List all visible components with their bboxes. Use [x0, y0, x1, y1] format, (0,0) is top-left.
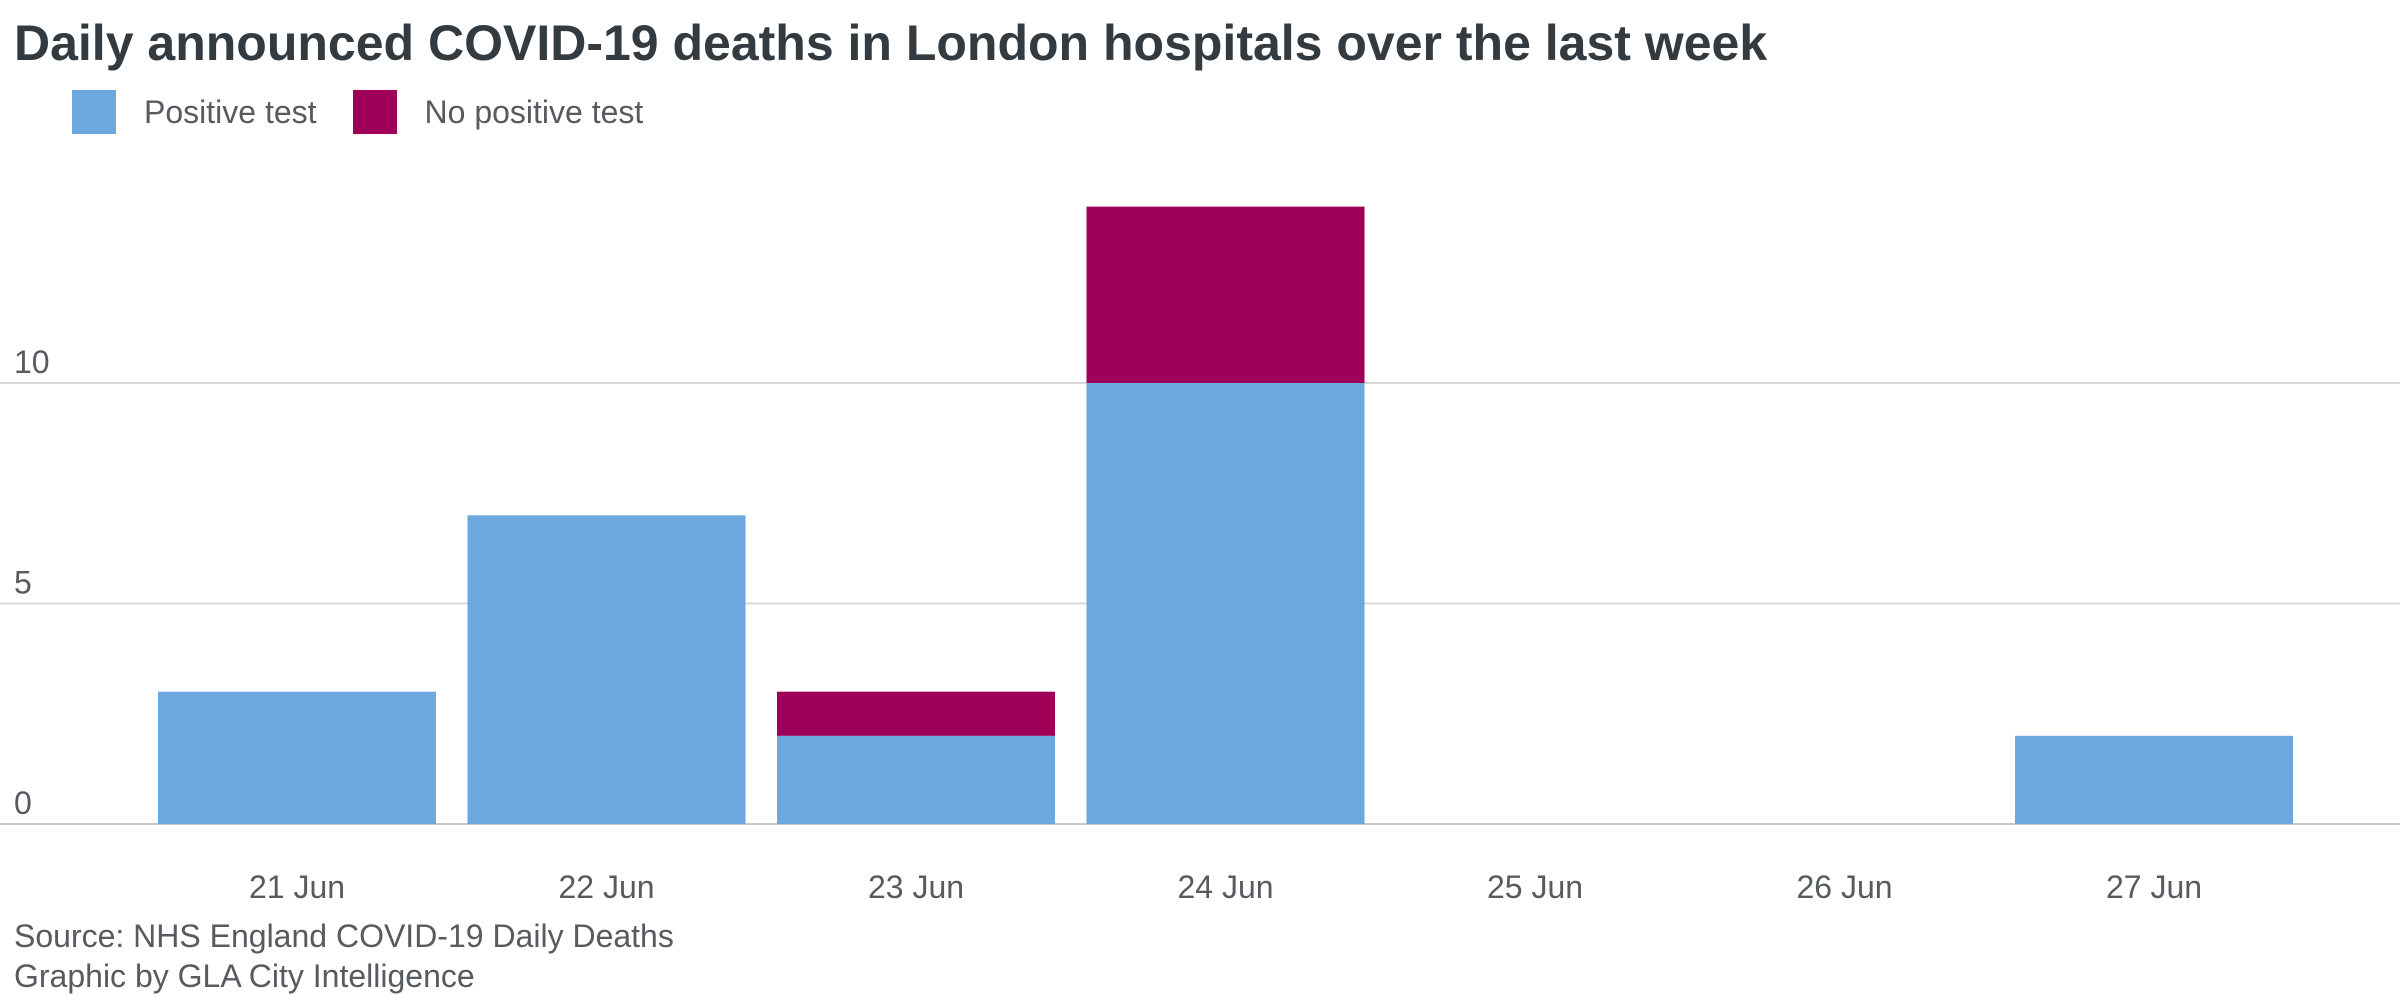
x-tick-label-6: 27 Jun	[2106, 869, 2202, 905]
x-tick-label-4: 25 Jun	[1487, 869, 1583, 905]
y-tick-label-10: 10	[14, 344, 50, 380]
bar-positive-test-3	[1086, 383, 1365, 824]
y-tick-label-0: 0	[14, 785, 32, 821]
bar-positive-test-1	[467, 515, 746, 824]
source-note: Source: NHS England COVID-19 Daily Death…	[14, 918, 674, 954]
legend-label-positive-test: Positive test	[144, 93, 317, 130]
legend-swatch-no-positive-test	[352, 90, 397, 134]
bar-positive-test-2	[777, 735, 1055, 824]
x-tick-label-2: 23 Jun	[868, 869, 964, 905]
x-tick-label-1: 22 Jun	[558, 869, 654, 905]
x-tick-label-5: 26 Jun	[1796, 869, 1892, 905]
bar-positive-test-0	[158, 691, 436, 824]
legend-item-positive-test: Positive test	[72, 90, 317, 134]
chart-title: Daily announced COVID-19 deaths in Londo…	[14, 15, 1768, 71]
x-tick-label-0: 21 Jun	[249, 869, 345, 905]
legend: Positive test No positive test	[72, 88, 679, 136]
legend-swatch-positive-test	[72, 90, 116, 134]
credit-note: Graphic by GLA City Intelligence	[14, 958, 475, 994]
legend-label-no-positive-test: No positive test	[424, 93, 644, 130]
bar-positive-test-6	[2015, 735, 2293, 824]
x-tick-label-3: 24 Jun	[1177, 869, 1273, 905]
legend-item-no-positive-test: No positive test	[352, 90, 644, 134]
bar-no-positive-test-3	[1086, 206, 1365, 383]
y-tick-label-5: 5	[14, 565, 32, 601]
bar-no-positive-test-2	[777, 691, 1055, 736]
footer: Source: NHS England COVID-19 Daily Death…	[14, 916, 674, 996]
